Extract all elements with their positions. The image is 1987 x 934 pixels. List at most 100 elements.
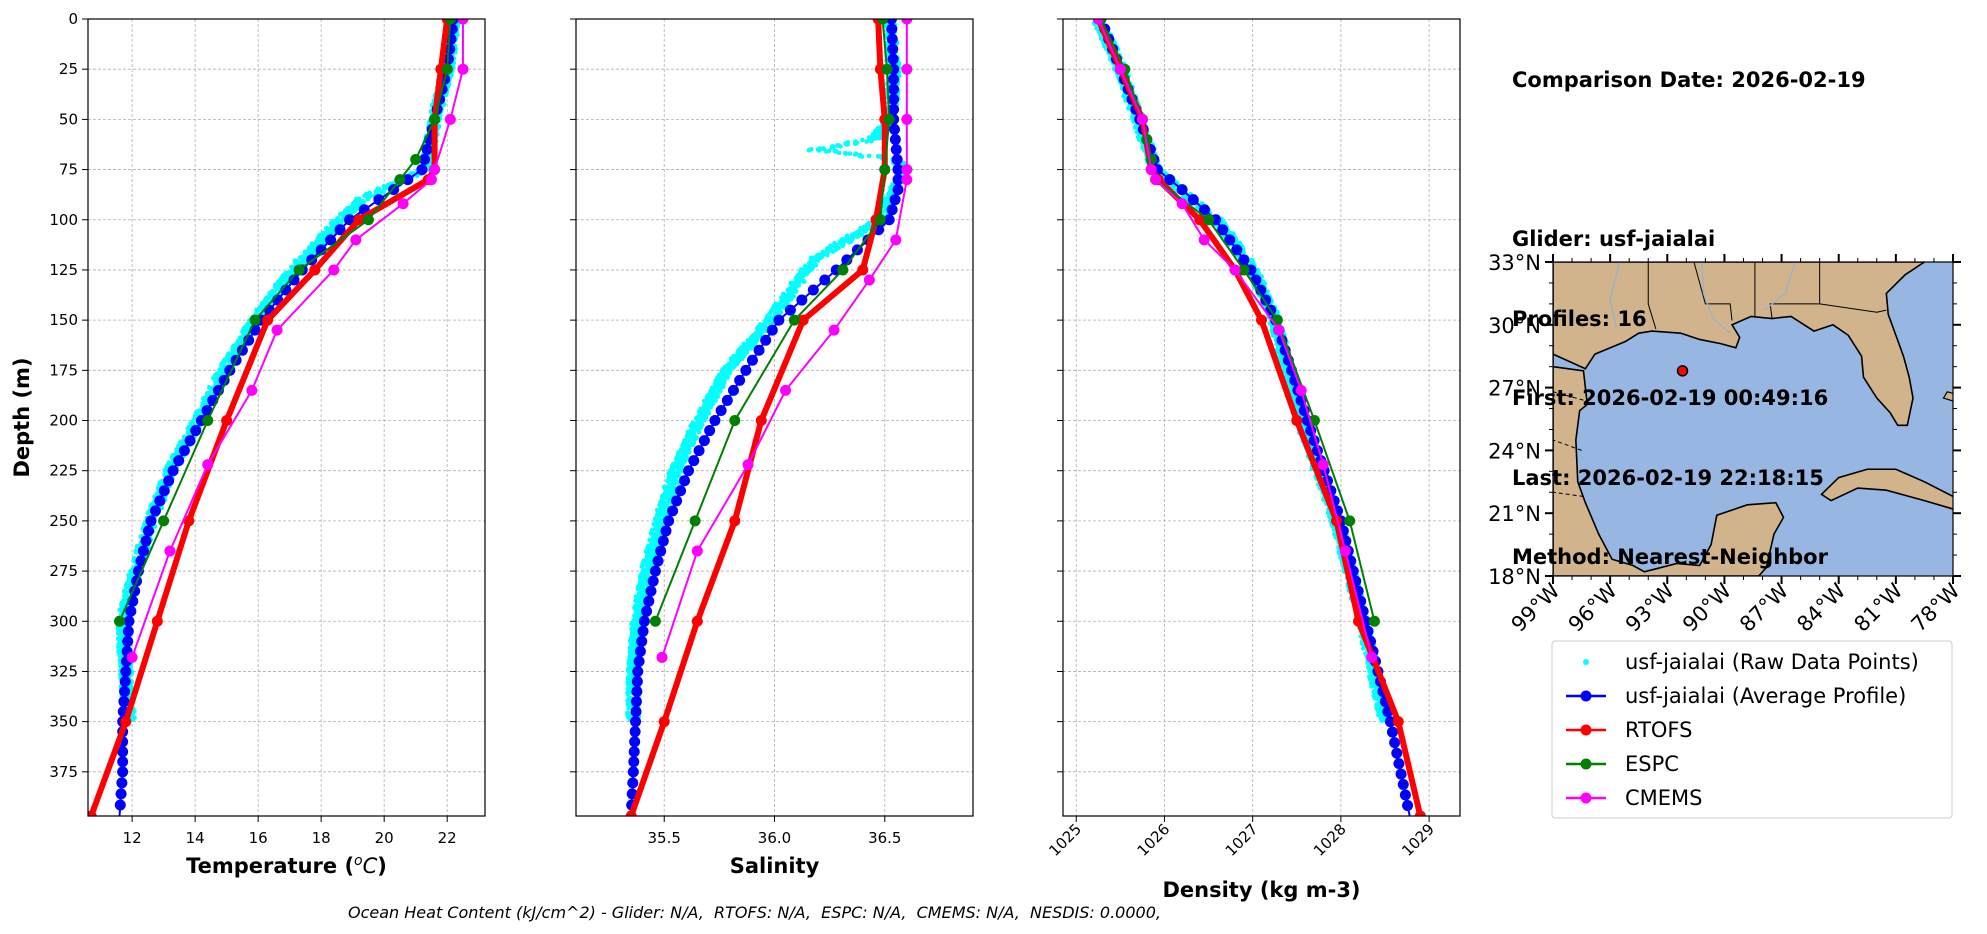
- average-profile-point: [891, 154, 903, 166]
- y-tick-label: 250: [49, 512, 78, 530]
- raw-data-point: [876, 135, 882, 141]
- average-profile-point: [682, 465, 694, 477]
- raw-data-point: [824, 252, 830, 258]
- series-point-espc: [649, 615, 661, 627]
- average-profile-point: [636, 635, 648, 647]
- x-tick-label: 18: [312, 829, 331, 847]
- series-point-espc: [788, 314, 800, 326]
- raw-data-points: [115, 19, 461, 723]
- series-point-espc: [362, 214, 374, 226]
- raw-data-point: [365, 196, 371, 202]
- series-line-average: [118, 19, 455, 816]
- series-point-cmems: [444, 113, 456, 125]
- average-profile-point: [885, 19, 897, 25]
- average-profile-point: [142, 525, 154, 537]
- average-profile-point: [643, 595, 655, 607]
- series-point-rtofs: [857, 264, 869, 276]
- series-line-rtofs: [628, 19, 888, 816]
- raw-data-point: [796, 283, 801, 288]
- raw-data-point: [854, 234, 860, 239]
- average-profile-point: [888, 93, 900, 105]
- y-tick-label: 350: [49, 713, 78, 731]
- average-profile-point: [886, 204, 898, 216]
- series-point-cmems: [328, 264, 340, 276]
- series-point-rtofs: [691, 615, 703, 627]
- series-point-espc: [114, 615, 126, 627]
- y-tick-label: 25: [59, 60, 78, 78]
- y-tick-label: 275: [49, 562, 78, 580]
- average-profile-point: [628, 746, 640, 758]
- raw-data-point: [735, 349, 741, 355]
- average-profile-point: [671, 495, 683, 507]
- average-profile-point: [889, 194, 901, 206]
- y-tick-label: 300: [49, 612, 78, 630]
- series-point-espc: [293, 264, 305, 276]
- raw-data-point: [847, 151, 853, 156]
- raw-data-point: [859, 154, 865, 159]
- average-profile-point: [886, 23, 898, 35]
- raw-data-point: [455, 32, 460, 38]
- series-point-espc: [729, 415, 741, 427]
- average-profile-point: [889, 133, 901, 145]
- series-point-rtofs: [353, 214, 365, 226]
- average-profile-point: [766, 324, 778, 336]
- average-profile-point: [887, 43, 899, 55]
- raw-data-point: [130, 717, 136, 722]
- raw-data-point: [379, 189, 385, 195]
- raw-data-point: [853, 151, 859, 157]
- y-tick-label: 150: [49, 311, 78, 329]
- average-profile-point: [158, 485, 170, 497]
- y-tick-label: 75: [59, 161, 78, 179]
- raw-data-point: [844, 142, 850, 147]
- raw-data-point: [826, 148, 832, 154]
- series-point-cmems: [202, 459, 214, 471]
- series-line-cmems: [131, 19, 464, 658]
- y-tick-label: 0: [68, 10, 78, 28]
- y-tick-label: 325: [49, 662, 78, 680]
- series-point-cmems: [271, 324, 283, 336]
- average-profile-point: [760, 334, 772, 346]
- series-point-cmems: [901, 19, 913, 25]
- raw-data-point: [625, 702, 631, 707]
- y-tick-label: 100: [49, 211, 78, 229]
- series-point-espc: [394, 174, 406, 186]
- average-profile-point: [125, 605, 137, 617]
- average-profile-point: [154, 495, 166, 507]
- average-profile-point: [631, 686, 643, 698]
- average-profile-point: [637, 625, 649, 637]
- series-point-rtofs: [729, 515, 741, 527]
- raw-data-point: [725, 375, 731, 380]
- series-point-rtofs: [221, 415, 233, 427]
- raw-data-point: [859, 232, 865, 238]
- average-profile-point: [709, 415, 721, 427]
- average-profile-point: [888, 83, 900, 95]
- y-tick-label: 125: [49, 261, 78, 279]
- series-point-cmems: [246, 384, 258, 396]
- raw-data-point: [868, 138, 874, 144]
- average-profile-point: [734, 374, 746, 386]
- average-profile-point: [630, 706, 642, 718]
- raw-data-point: [133, 549, 139, 555]
- average-profile-point: [325, 234, 337, 246]
- average-profile-point: [796, 294, 808, 306]
- series-point-cmems: [901, 164, 913, 176]
- raw-data-point: [1134, 129, 1140, 135]
- average-profile-point: [630, 696, 642, 708]
- average-profile-point: [638, 615, 650, 627]
- raw-data-point: [633, 594, 639, 599]
- average-profile-point: [145, 515, 157, 527]
- series-point-rtofs: [658, 716, 670, 728]
- average-profile-point: [184, 435, 196, 447]
- raw-data-point: [866, 153, 872, 159]
- average-profile-point: [641, 605, 653, 617]
- series-point-cmems: [457, 63, 469, 75]
- average-profile-point: [652, 555, 664, 567]
- y-tick-label: 50: [59, 110, 78, 128]
- series-point-espc: [879, 164, 891, 176]
- average-profile-point: [137, 545, 149, 557]
- raw-data-point: [117, 607, 123, 613]
- series-point-cmems: [350, 234, 362, 246]
- series-point-espc: [410, 154, 422, 166]
- raw-data-point: [839, 242, 844, 247]
- average-profile-point: [883, 214, 895, 226]
